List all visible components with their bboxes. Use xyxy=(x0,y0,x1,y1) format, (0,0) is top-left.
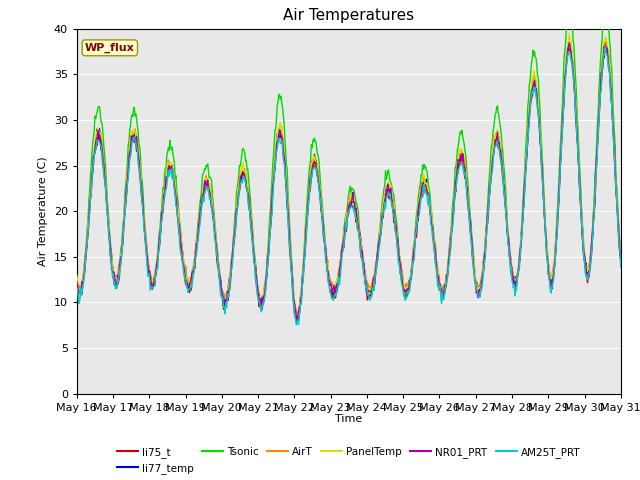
X-axis label: Time: Time xyxy=(335,414,362,424)
Title: Air Temperatures: Air Temperatures xyxy=(284,9,414,24)
Y-axis label: Air Temperature (C): Air Temperature (C) xyxy=(38,156,48,266)
Text: WP_flux: WP_flux xyxy=(85,43,134,53)
Legend: li75_t, li77_temp, Tsonic, AirT, PanelTemp, NR01_PRT, AM25T_PRT: li75_t, li77_temp, Tsonic, AirT, PanelTe… xyxy=(113,443,585,478)
